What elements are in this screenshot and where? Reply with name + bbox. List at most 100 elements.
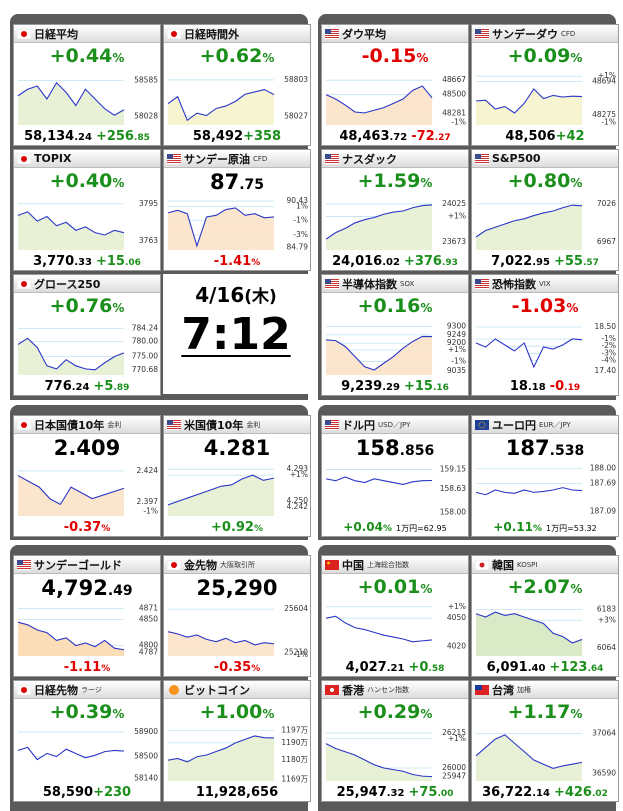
tile-top: 158.856 [322, 436, 468, 460]
market-name: ドル円 [342, 418, 375, 432]
sparkline-line [325, 615, 433, 643]
market-tile: 日経平均 +0.44% 58585 58028 58,134.24 +256.85 [13, 24, 161, 146]
sparkline-line [17, 337, 125, 371]
market-sub: 上海総合指数 [367, 560, 409, 569]
flag-part [21, 155, 27, 162]
time: 7:12 [181, 309, 291, 360]
market-sub: EUR／JPY [539, 420, 571, 429]
top-value: % [570, 51, 583, 65]
tile-header: 台湾 加権 [472, 681, 618, 699]
sparkline: +1%48694 48275-1% [475, 71, 616, 127]
tile-bottom: 58,134.24 +256.85 [14, 125, 160, 144]
bottom-value: 6,091 [486, 660, 528, 675]
top-value: % [566, 301, 579, 315]
tile-top: +0.16% [322, 295, 468, 317]
sparkline: 25604 25210-1% [167, 604, 308, 659]
top-value: 87 [209, 170, 240, 194]
bottom-value: .00 [437, 789, 454, 799]
tile-bottom: 18.18 -0.19 [472, 375, 618, 394]
axis-label: 187.69 [590, 478, 616, 487]
flag-part [325, 282, 339, 284]
tile-header: サンデーゴールド [14, 556, 160, 574]
axis-label: 158.00 [440, 507, 466, 516]
tile-top: +1.17% [472, 701, 618, 723]
axis-label: 4.293 [287, 464, 309, 473]
bottom-value: -0 [549, 379, 565, 394]
sparkline: 90.431% -1% -3% 84.79 [167, 196, 308, 252]
tile-bottom: 58,492+358 [164, 125, 310, 144]
market-tile: グロース250 +0.76% 784.24 780.00 775.00 770.68 776… [13, 274, 161, 396]
flag-part [475, 280, 489, 282]
top-value: +0.29 [357, 701, 421, 723]
flag-part [327, 561, 330, 564]
flag-part [475, 32, 489, 34]
market-name: 恐怖指数 [492, 277, 536, 291]
market-name: ナスダック [342, 152, 397, 166]
flag-part [17, 567, 31, 569]
panel-group: 日経平均 +0.44% 58585 58028 58,134.24 +256.85 日経時間… [10, 14, 311, 400]
tile-header: 半導体指数 SOX [322, 275, 468, 293]
axis-label: -1% [143, 506, 158, 515]
sparkline-line [167, 474, 275, 506]
flag-icon [167, 153, 181, 164]
sparkline: 48667 48500 48281-1% [325, 75, 466, 126]
market-tile: S&P500 +0.80% 7026 6967 7,022.95 +55.57 [471, 149, 619, 271]
flag-part [325, 157, 339, 159]
bottom-value: 36,722 [482, 785, 533, 800]
flag-part [325, 425, 339, 427]
bottom-value: 3,770 [33, 254, 75, 269]
market-sub: 大阪取引所 [220, 560, 255, 569]
flag-part [167, 159, 181, 161]
bottom-value: .72 [389, 132, 408, 143]
axis-label: 775.00 [132, 352, 158, 361]
top-value: +0.80 [507, 170, 571, 192]
weekday: (木) [244, 287, 277, 307]
tile-header: ドル円 USD／JPY [322, 416, 468, 434]
top-value: % [570, 176, 583, 190]
axis-label: 2.424 [137, 466, 159, 475]
sparkline-line [325, 743, 433, 778]
tile-bottom: +0.92% [164, 516, 310, 535]
tile-bottom: -0.35% [164, 656, 310, 675]
flag-part [475, 28, 489, 30]
bottom-value: 1万円=53.32 [546, 524, 597, 533]
axis-label: 26000 [442, 763, 466, 772]
tile-top: +2.07% [472, 576, 618, 598]
market-sub: SOX [400, 279, 415, 288]
top-value: % [420, 301, 433, 315]
axis-label: 23673 [442, 237, 466, 246]
flag-part [475, 278, 489, 280]
sparkline-line [17, 81, 125, 116]
flag-part [330, 687, 334, 692]
axis-label: +1% [290, 470, 308, 479]
market-tile: 4/16(木) 7:12 [163, 274, 309, 394]
axis-label: 36590 [592, 768, 616, 777]
flag-part [17, 561, 31, 563]
axis-label: 25604 [284, 604, 308, 613]
flag-part [475, 684, 482, 690]
axis-label: 58500 [134, 752, 158, 761]
flag-part [325, 278, 331, 284]
top-value: % [570, 707, 583, 721]
flag-icon [325, 153, 339, 164]
market-tile: 台湾 加権 +1.17% 37064 36590 36,722.14 +426.02 [471, 680, 619, 802]
market-tile: ビットコイン +1.00% 1197万 1190万 1180万 1169万 11,928,6… [163, 680, 311, 802]
axis-label: 48694 [592, 76, 616, 85]
bottom-value: .57 [582, 258, 599, 268]
tile-top: +0.40% [14, 170, 160, 192]
flag-part [169, 684, 179, 695]
sparkline-line [167, 207, 275, 248]
market-sub: USD／JPY [378, 420, 411, 429]
bottom-value: .24 [74, 132, 92, 143]
bottom-value: % [101, 664, 111, 674]
tile-bottom: 3,770.33 +15.06 [14, 250, 160, 269]
bottom-value: 9,239 [341, 379, 383, 394]
panel-group: ダウ平均 -0.15% 48667 48500 48281 -1% 48,463.72 -72… [318, 14, 619, 400]
tile-header: 中国 上海総合指数 [322, 556, 468, 574]
flag-icon [167, 28, 181, 39]
bottom-value: +123 [549, 660, 588, 675]
axis-label: 48275 [592, 110, 616, 119]
